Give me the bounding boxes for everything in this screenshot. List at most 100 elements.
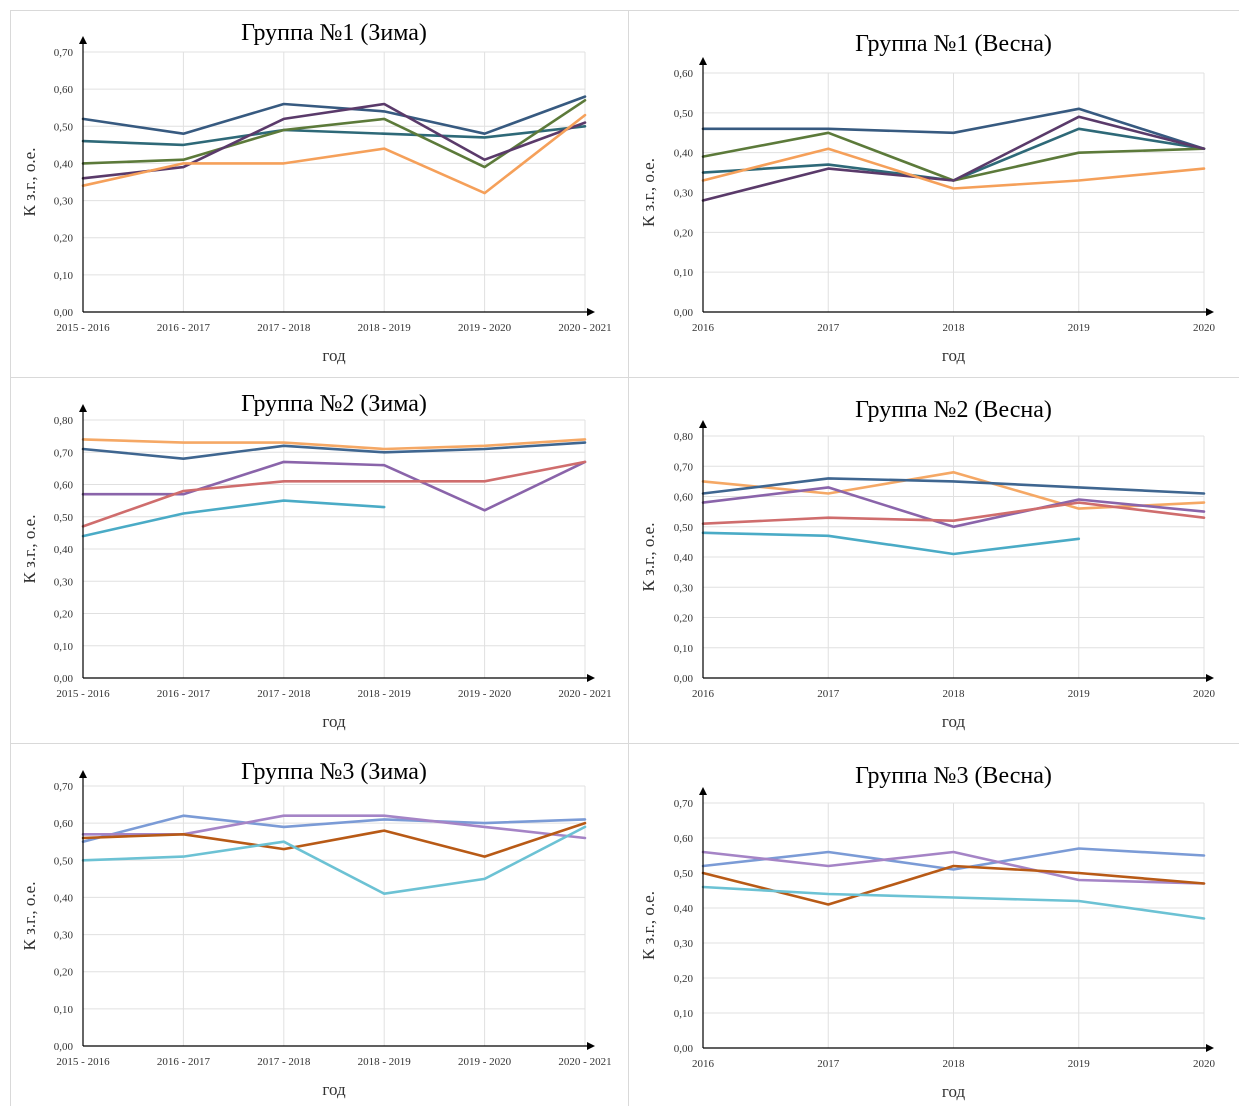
chart-3-series-line-2 (81, 441, 587, 460)
chart-2-series-line-5 (701, 147, 1206, 190)
chart-4-title: Группа №2 (Весна) (855, 397, 1052, 423)
chart-6-title: Группа №3 (Весна) (855, 763, 1052, 789)
chart-4-y-tick-label: 0,80 (674, 431, 694, 443)
chart-3-x-tick-label: 2018 - 2019 (358, 688, 412, 700)
chart-5-y-tick-label: 0,60 (54, 818, 74, 830)
chart-1-y-tick-label: 0,10 (54, 270, 74, 282)
chart-2-x-tick-label: 2018 (943, 322, 966, 334)
chart-6-x-tick-label: 2016 (692, 1058, 715, 1070)
chart-1-series-line-3 (81, 99, 587, 169)
chart-4-y-tick-label: 0,50 (674, 522, 694, 534)
chart-2-y-axis-label: К з.г., о.е. (639, 158, 658, 227)
chart-2-x-tick-label: 2017 (817, 322, 840, 334)
chart-5-y-tick-label: 0,10 (54, 1004, 74, 1016)
chart-4-series-line-4 (701, 501, 1206, 525)
chart-6-y-tick-label: 0,50 (674, 868, 694, 880)
chart-4-x-axis-label: год (942, 712, 966, 731)
chart-1-title: Группа №1 (Зима) (241, 20, 427, 46)
chart-panel-group2-winter: Группа №2 (Зима) 0,00 0,10 0,20 0,30 0,40 0,50… (10, 378, 628, 743)
chart-4-x-axis-arrow-icon (1206, 674, 1214, 682)
chart-4-y-tick-label: 0,30 (674, 582, 694, 594)
chart-6-y-tick-label: 0,10 (674, 1008, 694, 1020)
chart-4-y-tick-label: 0,40 (674, 552, 694, 564)
chart-4-x-tick-label: 2020 (1193, 688, 1216, 700)
line-chart-group1-winter: Группа №1 (Зима) 0,00 0,10 0,20 0,30 0,40 0,50… (20, 20, 612, 365)
chart-6-y-tick-label: 0,40 (674, 903, 694, 915)
chart-3-x-tick-label: 2016 - 2017 (157, 688, 211, 700)
chart-3-y-tick-label: 0,40 (54, 544, 74, 556)
chart-2-y-tick-label: 0,30 (674, 188, 694, 200)
chart-5-y-tick-label: 0,70 (54, 781, 74, 793)
grid-divider-horizontal-2 (10, 743, 1239, 744)
chart-4-y-tick-label: 0,70 (674, 461, 694, 473)
chart-6-series-line-3 (701, 864, 1206, 906)
chart-3-x-tick-label: 2017 - 2018 (257, 688, 311, 700)
chart-3-y-tick-label: 0,20 (54, 609, 74, 621)
chart-2-series-line-4 (701, 115, 1206, 202)
chart-3-y-tick-label: 0,30 (54, 576, 74, 588)
chart-panel-group1-winter: Группа №1 (Зима) 0,00 0,10 0,20 0,30 0,40 0,50… (10, 10, 628, 377)
chart-1-y-axis-label: К з.г., о.е. (20, 148, 39, 217)
line-chart-group2-spring: Группа №2 (Весна) 0,00 0,10 0,20 0,30 0,40 0,5… (639, 397, 1216, 731)
chart-6-series-line-1 (701, 847, 1206, 871)
chart-5-y-axis-label: К з.г., о.е. (20, 882, 39, 951)
chart-panel-group3-winter: Группа №3 (Зима) 0,00 0,10 0,20 0,30 0,40 0,50… (10, 744, 628, 1106)
chart-1-x-axis-arrow-icon (587, 308, 595, 316)
chart-3-y-tick-label: 0,00 (54, 673, 74, 685)
chart-4-x-tick-label: 2019 (1068, 688, 1091, 700)
chart-1-y-tick-label: 0,00 (54, 307, 74, 319)
chart-2-y-tick-label: 0,40 (674, 148, 694, 160)
chart-4-series-line-5 (701, 531, 1081, 556)
line-chart-group3-spring: Группа №3 (Весна) 0,00 0,10 0,20 0,30 0,40 0,5… (639, 763, 1216, 1101)
chart-4-y-axis-arrow-icon (699, 420, 707, 428)
chart-3-x-tick-label: 2015 - 2016 (56, 688, 110, 700)
grid-divider-vertical (628, 10, 629, 1106)
grid-border-top (10, 10, 1239, 11)
chart-6-x-tick-label: 2018 (943, 1058, 966, 1070)
line-chart-group2-winter: Группа №2 (Зима) 0,00 0,10 0,20 0,30 0,40 0,50… (20, 391, 612, 731)
chart-panel-group3-spring: Группа №3 (Весна) 0,00 0,10 0,20 0,30 0,40 0,5… (629, 744, 1239, 1106)
chart-2-y-tick-label: 0,60 (674, 68, 694, 80)
grid-border-left (10, 10, 11, 1106)
chart-4-series-line-2 (701, 477, 1206, 495)
chart-5-y-tick-label: 0,40 (54, 892, 74, 904)
chart-5-x-tick-label: 2017 - 2018 (257, 1056, 311, 1068)
chart-2-x-tick-label: 2020 (1193, 322, 1216, 334)
chart-5-series-line-3 (81, 821, 587, 858)
chart-3-series-line-3 (81, 460, 587, 512)
chart-4-y-tick-label: 0,20 (674, 613, 694, 625)
chart-6-x-axis-arrow-icon (1206, 1044, 1214, 1052)
chart-1-x-tick-label: 2020 - 2021 (558, 322, 611, 334)
chart-6-y-axis-arrow-icon (699, 787, 707, 795)
chart-2-y-axis-arrow-icon (699, 57, 707, 65)
chart-3-series-line-4 (81, 460, 587, 528)
chart-6-y-tick-label: 0,20 (674, 973, 694, 985)
chart-3-x-axis-arrow-icon (587, 674, 595, 682)
chart-6-series-line-2 (701, 850, 1206, 885)
chart-5-x-axis-label: год (322, 1080, 346, 1099)
chart-5-x-axis-arrow-icon (587, 1042, 595, 1050)
chart-1-series-line-4 (81, 102, 587, 180)
chart-1-x-tick-label: 2015 - 2016 (56, 322, 110, 334)
chart-4-y-tick-label: 0,60 (674, 492, 694, 504)
chart-2-y-tick-label: 0,50 (674, 108, 694, 120)
chart-3-x-axis-label: год (322, 712, 346, 731)
chart-3-series-line-1 (81, 438, 587, 451)
chart-1-x-axis-label: год (322, 346, 346, 365)
chart-3-y-tick-label: 0,50 (54, 512, 74, 524)
chart-6-series-line-4 (701, 885, 1206, 920)
chart-2-y-tick-label: 0,00 (674, 307, 694, 319)
chart-5-y-tick-label: 0,30 (54, 930, 74, 942)
line-chart-group1-spring: Группа №1 (Весна) 0,00 0,10 0,20 0,30 0,40 0,5… (639, 31, 1216, 365)
chart-1-y-tick-label: 0,20 (54, 233, 74, 245)
chart-6-x-tick-label: 2020 (1193, 1058, 1216, 1070)
chart-1-series-line-5 (81, 113, 587, 195)
chart-3-x-tick-label: 2019 - 2020 (458, 688, 512, 700)
chart-5-x-tick-label: 2020 - 2021 (558, 1056, 611, 1068)
chart-6-y-tick-label: 0,00 (674, 1043, 694, 1055)
chart-4-series-line-3 (701, 486, 1206, 529)
chart-3-y-tick-label: 0,60 (54, 480, 74, 492)
chart-3-title: Группа №2 (Зима) (241, 391, 427, 417)
line-chart-group3-winter: Группа №3 (Зима) 0,00 0,10 0,20 0,30 0,40 0,50… (20, 759, 612, 1099)
chart-5-y-tick-label: 0,00 (54, 1041, 74, 1053)
